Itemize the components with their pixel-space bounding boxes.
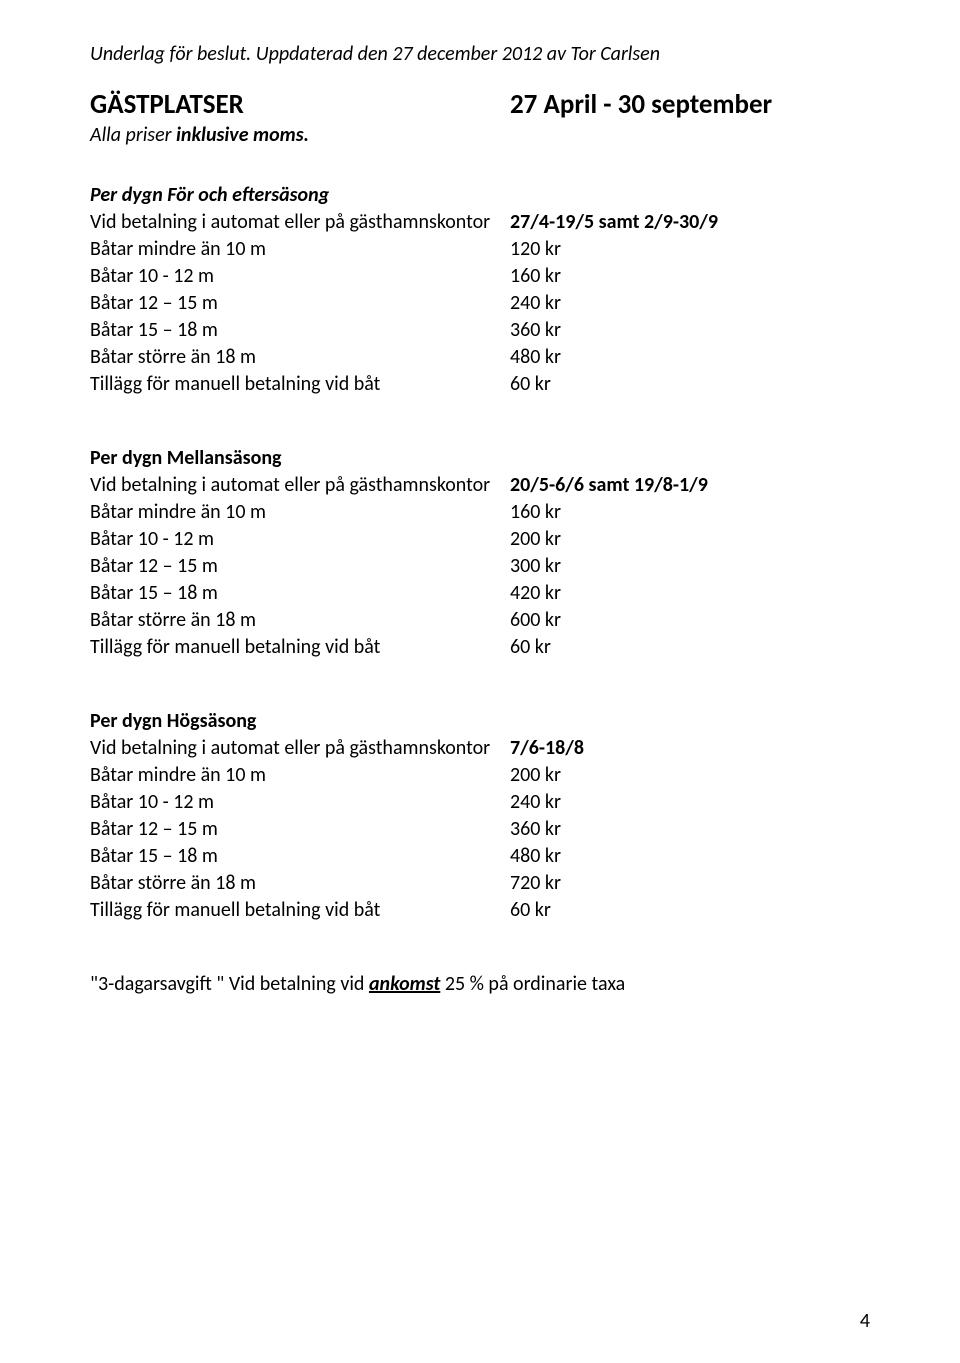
price-row: Båtar mindre än 10 m200 kr bbox=[90, 762, 870, 789]
price-section: Per dygn HögsäsongVid betalning i automa… bbox=[90, 709, 870, 924]
row-label: Båtar 10 - 12 m bbox=[90, 526, 510, 553]
row-value: 200 kr bbox=[510, 526, 870, 553]
price-row: Båtar mindre än 10 m120 kr bbox=[90, 236, 870, 263]
subtitle: Alla priser inklusive moms. bbox=[90, 123, 870, 147]
row-value: 480 kr bbox=[510, 843, 870, 870]
price-row: Båtar 10 - 12 m200 kr bbox=[90, 526, 870, 553]
price-row: Båtar större än 18 m480 kr bbox=[90, 344, 870, 371]
footnote: "3-dagarsavgift " Vid betalning vid anko… bbox=[90, 972, 870, 996]
row-label: Båtar större än 18 m bbox=[90, 344, 510, 371]
row-value: 60 kr bbox=[510, 634, 870, 661]
section-heading: Per dygn För och eftersäsong bbox=[90, 183, 870, 207]
subtitle-emphasis: inklusive moms. bbox=[176, 123, 309, 147]
row-label: Båtar 12 – 15 m bbox=[90, 816, 510, 843]
price-row: Vid betalning i automat eller på gästham… bbox=[90, 209, 870, 236]
page-title: GÄSTPLATSER bbox=[90, 88, 510, 121]
price-section: Per dygn MellansäsongVid betalning i aut… bbox=[90, 446, 870, 661]
price-row: Båtar 15 – 18 m420 kr bbox=[90, 580, 870, 607]
row-value: 27/4-19/5 samt 2/9-30/9 bbox=[510, 209, 870, 236]
footnote-prefix: "3-dagarsavgift " Vid betalning vid bbox=[90, 972, 369, 996]
price-row: Båtar större än 18 m600 kr bbox=[90, 607, 870, 634]
row-label: Båtar mindre än 10 m bbox=[90, 236, 510, 263]
row-value: 60 kr bbox=[510, 371, 870, 398]
row-value: 240 kr bbox=[510, 290, 870, 317]
row-label: Vid betalning i automat eller på gästham… bbox=[90, 209, 510, 236]
price-row: Båtar 12 – 15 m300 kr bbox=[90, 553, 870, 580]
row-value: 720 kr bbox=[510, 870, 870, 897]
footnote-suffix: 25 % på ordinarie taxa bbox=[440, 972, 625, 996]
row-value: 480 kr bbox=[510, 344, 870, 371]
row-label: Båtar 15 – 18 m bbox=[90, 580, 510, 607]
row-label: Båtar mindre än 10 m bbox=[90, 499, 510, 526]
row-label: Tillägg för manuell betalning vid båt bbox=[90, 897, 510, 924]
section-heading: Per dygn Högsäsong bbox=[90, 709, 870, 733]
row-value: 20/5-6/6 samt 19/8-1/9 bbox=[510, 472, 870, 499]
document-header: Underlag för beslut. Uppdaterad den 27 d… bbox=[90, 42, 870, 66]
price-section: Per dygn För och eftersäsongVid betalnin… bbox=[90, 183, 870, 398]
price-row: Båtar 15 – 18 m360 kr bbox=[90, 317, 870, 344]
price-row: Vid betalning i automat eller på gästham… bbox=[90, 735, 870, 762]
row-value: 160 kr bbox=[510, 263, 870, 290]
row-label: Båtar 10 - 12 m bbox=[90, 263, 510, 290]
price-row: Tillägg för manuell betalning vid båt60 … bbox=[90, 634, 870, 661]
row-label: Båtar 12 – 15 m bbox=[90, 290, 510, 317]
row-value: 360 kr bbox=[510, 816, 870, 843]
row-value: 60 kr bbox=[510, 897, 870, 924]
row-value: 420 kr bbox=[510, 580, 870, 607]
row-label: Tillägg för manuell betalning vid båt bbox=[90, 634, 510, 661]
price-row: Båtar större än 18 m720 kr bbox=[90, 870, 870, 897]
price-row: Tillägg för manuell betalning vid båt60 … bbox=[90, 371, 870, 398]
subtitle-prefix: Alla priser bbox=[90, 123, 176, 147]
row-label: Båtar 12 – 15 m bbox=[90, 553, 510, 580]
price-row: Vid betalning i automat eller på gästham… bbox=[90, 472, 870, 499]
title-row: GÄSTPLATSER 27 April - 30 september bbox=[90, 88, 870, 121]
price-row: Båtar 12 – 15 m240 kr bbox=[90, 290, 870, 317]
row-label: Båtar 10 - 12 m bbox=[90, 789, 510, 816]
price-row: Båtar 10 - 12 m160 kr bbox=[90, 263, 870, 290]
page-number: 4 bbox=[860, 1309, 870, 1333]
row-value: 360 kr bbox=[510, 317, 870, 344]
row-value: 200 kr bbox=[510, 762, 870, 789]
row-value: 240 kr bbox=[510, 789, 870, 816]
row-label: Båtar 15 – 18 m bbox=[90, 317, 510, 344]
price-row: Båtar 10 - 12 m240 kr bbox=[90, 789, 870, 816]
price-row: Tillägg för manuell betalning vid båt60 … bbox=[90, 897, 870, 924]
row-label: Båtar större än 18 m bbox=[90, 870, 510, 897]
row-value: 600 kr bbox=[510, 607, 870, 634]
section-heading: Per dygn Mellansäsong bbox=[90, 446, 870, 470]
price-row: Båtar mindre än 10 m160 kr bbox=[90, 499, 870, 526]
row-label: Vid betalning i automat eller på gästham… bbox=[90, 735, 510, 762]
row-label: Båtar mindre än 10 m bbox=[90, 762, 510, 789]
footnote-underline: ankomst bbox=[369, 972, 440, 996]
row-label: Båtar större än 18 m bbox=[90, 607, 510, 634]
row-value: 300 kr bbox=[510, 553, 870, 580]
row-value: 120 kr bbox=[510, 236, 870, 263]
price-row: Båtar 12 – 15 m360 kr bbox=[90, 816, 870, 843]
row-label: Tillägg för manuell betalning vid båt bbox=[90, 371, 510, 398]
row-label: Vid betalning i automat eller på gästham… bbox=[90, 472, 510, 499]
price-row: Båtar 15 – 18 m480 kr bbox=[90, 843, 870, 870]
row-label: Båtar 15 – 18 m bbox=[90, 843, 510, 870]
title-period: 27 April - 30 september bbox=[510, 88, 772, 121]
row-value: 7/6-18/8 bbox=[510, 735, 870, 762]
row-value: 160 kr bbox=[510, 499, 870, 526]
